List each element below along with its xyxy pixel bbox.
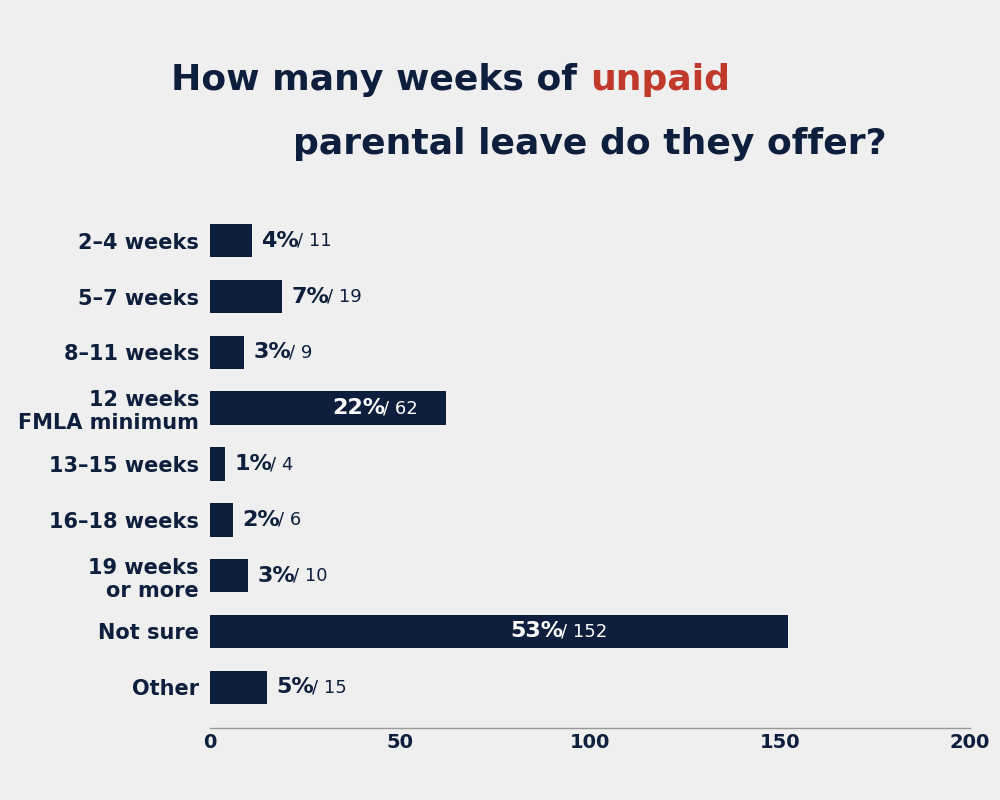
Text: / 152: / 152	[561, 622, 608, 641]
Text: How many weeks of: How many weeks of	[171, 63, 590, 97]
Bar	[210, 503, 233, 537]
Text: 4%: 4%	[261, 230, 299, 250]
Text: / 10: / 10	[293, 566, 328, 585]
Bar	[210, 447, 225, 481]
Bar	[210, 614, 788, 648]
Bar	[210, 559, 248, 592]
Text: / 11: / 11	[297, 232, 332, 250]
Bar	[210, 224, 252, 258]
Text: 2%: 2%	[242, 510, 280, 530]
Bar	[210, 280, 282, 314]
Text: unpaid: unpaid	[590, 63, 730, 97]
Text: / 6: / 6	[278, 511, 301, 529]
Text: 7%: 7%	[292, 286, 330, 306]
Bar	[210, 391, 446, 425]
Text: 1%: 1%	[235, 454, 273, 474]
Bar	[210, 670, 267, 704]
Text: / 62: / 62	[383, 399, 418, 417]
Text: parental leave do they offer?: parental leave do they offer?	[293, 127, 887, 161]
Text: / 4: / 4	[270, 455, 294, 473]
Text: 3%: 3%	[258, 566, 295, 586]
Bar	[210, 336, 244, 369]
Text: 53%: 53%	[510, 622, 563, 642]
Text: / 9: / 9	[289, 343, 313, 362]
Text: 3%: 3%	[254, 342, 291, 362]
Text: 22%: 22%	[333, 398, 386, 418]
Text: / 19: / 19	[327, 287, 362, 306]
Text: / 15: / 15	[312, 678, 347, 696]
Text: 5%: 5%	[276, 678, 314, 698]
